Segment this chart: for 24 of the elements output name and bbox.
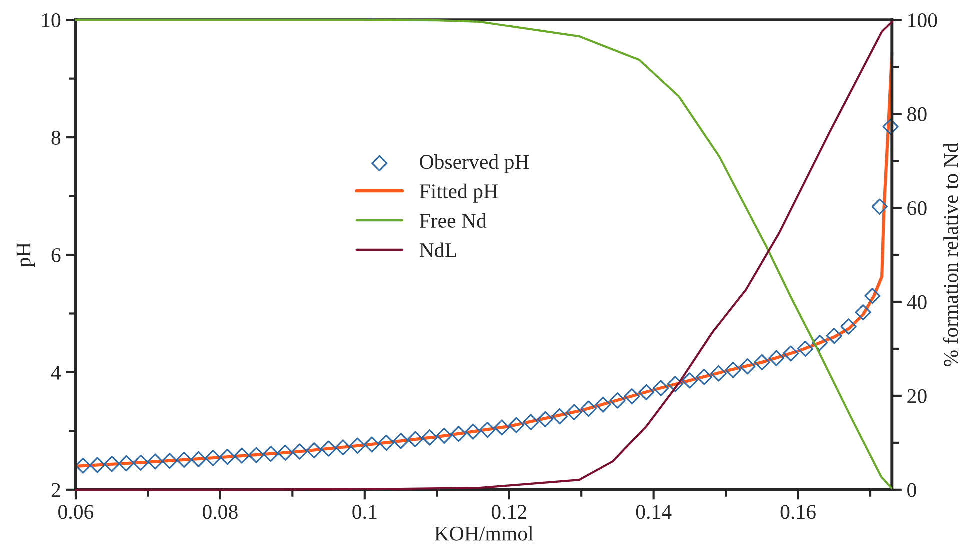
- x-tick-label: 0.14: [636, 505, 672, 520]
- y2-tick-label: 60: [908, 201, 927, 216]
- y2-tick-label: 100: [908, 13, 938, 28]
- x-tick-label: 0.1: [352, 505, 377, 520]
- x-axis-title: KOH/mmol: [434, 526, 534, 541]
- x-tick-label: 0.12: [492, 505, 526, 520]
- x-tick-label: 0.08: [203, 505, 238, 520]
- x-tick-label: 0.16: [780, 505, 816, 520]
- legend-label: NdL: [420, 242, 456, 258]
- y2-tick-label: 80: [908, 107, 927, 122]
- y2-tick-label: 20: [908, 389, 927, 404]
- legend-label: Free Nd: [420, 213, 487, 228]
- legend-label: Fitted pH: [420, 184, 498, 203]
- y2-tick-label: 40: [907, 295, 927, 310]
- y-tick-label: 6: [52, 248, 61, 262]
- y-tick-label: 2: [52, 483, 60, 498]
- y2-axis-title: % formation relative to Nd: [943, 143, 958, 367]
- y-tick-label: 10: [42, 13, 61, 28]
- y-axis-title: pH: [16, 242, 35, 268]
- y-tick-label: 8: [52, 130, 61, 145]
- y2-tick-label: 0: [908, 483, 916, 498]
- legend-label: Observed pH: [420, 154, 530, 174]
- y-tick-label: 4: [51, 366, 62, 380]
- x-tick-label: 0.06: [58, 505, 94, 520]
